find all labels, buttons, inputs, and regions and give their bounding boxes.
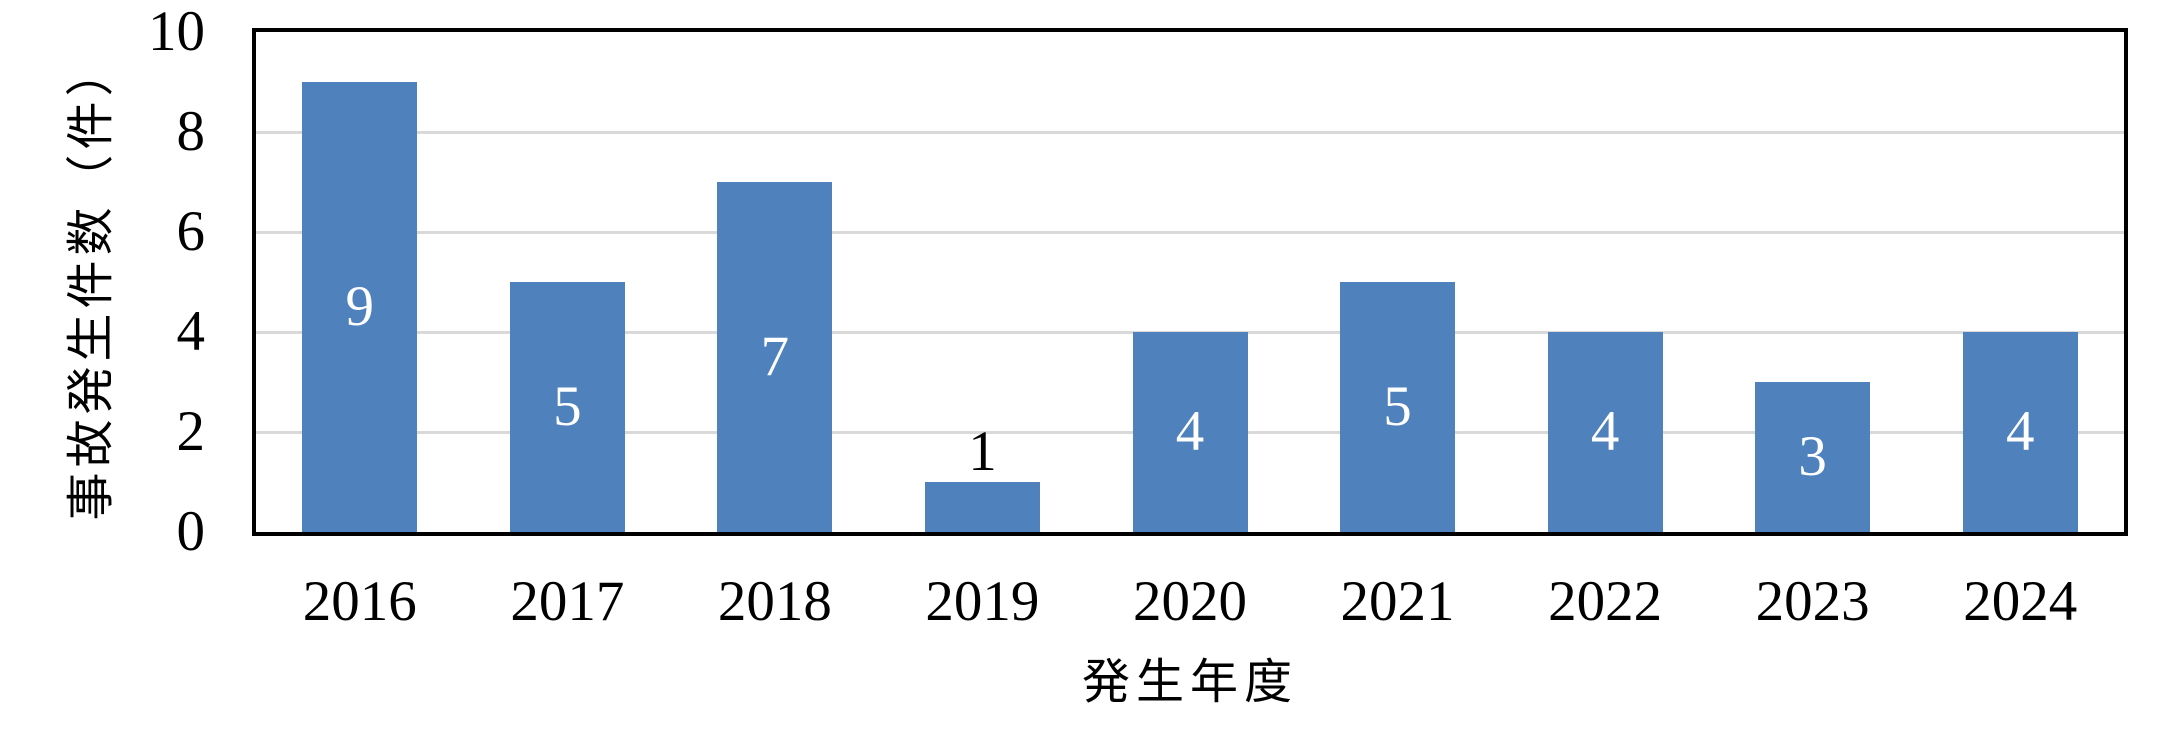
x-tick-2021: 2021 <box>1340 570 1455 633</box>
data-label-2018: 7 <box>760 325 790 388</box>
bar-2021: 5 <box>1340 282 1456 532</box>
plot-area: 9 5 7 1 4 5 4 3 4 <box>252 28 2128 536</box>
x-tick-2023: 2023 <box>1755 570 1870 633</box>
y-tick-10: 10 <box>148 0 205 63</box>
data-label-2021: 5 <box>1383 375 1412 438</box>
x-axis-tick-labels: 2016 2017 2018 2019 2020 2021 2022 2023 2024 <box>256 572 2124 632</box>
bar-2023: 3 <box>1755 382 1871 532</box>
x-tick-2016: 2016 <box>302 570 417 633</box>
x-tick-2022: 2022 <box>1548 570 1663 633</box>
data-label-2016: 9 <box>345 275 375 338</box>
gridline-6 <box>256 230 2124 234</box>
bar-2019: 1 <box>924 422 1040 532</box>
bar-2018: 7 <box>717 182 833 532</box>
y-tick-4: 4 <box>176 300 206 363</box>
y-tick-8: 8 <box>176 100 206 163</box>
bar-2024: 4 <box>1962 332 2078 532</box>
x-tick-2020: 2020 <box>1132 570 1247 633</box>
data-label-2019: 1 <box>968 420 997 483</box>
data-label-2022: 4 <box>1590 400 1620 463</box>
x-tick-2024: 2024 <box>1963 570 2078 633</box>
data-label-2017: 5 <box>553 375 582 438</box>
y-tick-0: 0 <box>176 500 206 563</box>
gridline-8 <box>256 130 2124 134</box>
data-label-2020: 4 <box>1175 400 1205 463</box>
y-tick-6: 6 <box>176 200 206 263</box>
x-tick-2019: 2019 <box>925 570 1040 633</box>
bar-2020: 4 <box>1132 332 1248 532</box>
bar-2016: 9 <box>302 82 418 532</box>
y-axis-title: 事故発生件数（件） <box>65 43 118 521</box>
bar-2022: 4 <box>1547 332 1663 532</box>
data-label-2024: 4 <box>2005 400 2035 463</box>
y-tick-2: 2 <box>176 400 206 463</box>
x-axis-title: 発生年度 <box>1081 656 1298 709</box>
x-tick-2018: 2018 <box>717 570 832 633</box>
data-label-2023: 3 <box>1798 425 1827 488</box>
bar-2017: 5 <box>509 282 625 532</box>
x-tick-2017: 2017 <box>510 570 625 633</box>
